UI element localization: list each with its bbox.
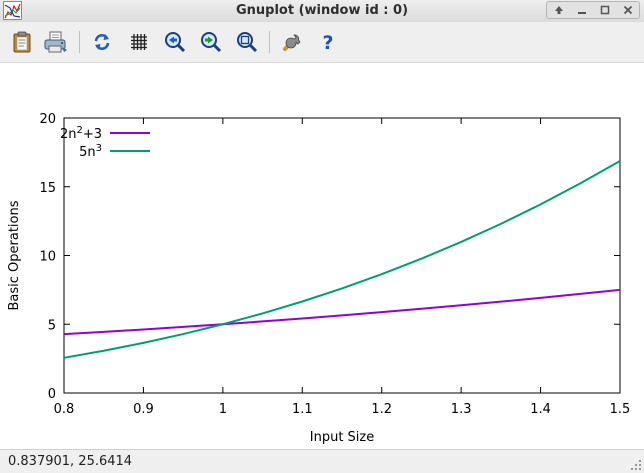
x-tick-label: 1.1: [292, 402, 313, 417]
window-controls: [546, 1, 640, 19]
y-tick-label: 20: [39, 112, 56, 127]
svg-text:?: ?: [322, 32, 333, 52]
line-chart[interactable]: 0.8 0.9 1 1.1 1.2 1.3 1.4 1.5 0 5 10 15 20 Input Size…: [0, 63, 644, 448]
gnuplot-app-icon[interactable]: [3, 1, 22, 20]
options-wrench-icon[interactable]: [279, 29, 305, 55]
up-arrow-icon[interactable]: [550, 3, 568, 17]
toolbar-separator: [79, 31, 80, 53]
cursor-coordinates: 0.837901, 25.6414: [8, 454, 133, 469]
toolbar-separator: [269, 31, 270, 53]
toolbar: ?: [0, 22, 644, 63]
x-tick-label: 1.2: [371, 402, 392, 417]
x-tick-label: 1.3: [451, 402, 472, 417]
status-bar: 0.837901, 25.6414: [0, 449, 644, 473]
zoom-next-icon[interactable]: [198, 29, 224, 55]
close-icon[interactable]: [619, 3, 637, 17]
y-tick-label: 0: [48, 387, 56, 402]
clipboard-icon[interactable]: [9, 29, 35, 55]
window-title: Gnuplot (window id : 0): [235, 3, 409, 18]
y-tick-label: 10: [39, 250, 56, 265]
x-tick-label: 1: [219, 402, 227, 417]
series-line-1: [63, 288, 621, 336]
x-tick-label: 1.5: [610, 402, 631, 417]
y-axis-label: Basic Operations: [7, 200, 22, 310]
unzoom-icon[interactable]: [234, 29, 260, 55]
x-tick-label: 0.8: [54, 402, 75, 417]
zoom-previous-icon[interactable]: [162, 29, 188, 55]
y-tick-label: 15: [39, 181, 56, 196]
plot-border: [63, 117, 621, 394]
resize-grip-icon[interactable]: [630, 459, 642, 471]
help-icon[interactable]: ?: [315, 29, 341, 55]
legend-label-2: 5n3: [79, 143, 102, 160]
x-tick-label: 1.4: [530, 402, 551, 417]
minimize-icon[interactable]: [573, 3, 591, 17]
maximize-icon[interactable]: [596, 3, 614, 17]
replot-icon[interactable]: [89, 29, 115, 55]
x-axis-label: Input Size: [310, 430, 374, 445]
title-bar[interactable]: Gnuplot (window id : 0): [0, 0, 644, 23]
plot-canvas[interactable]: 0.8 0.9 1 1.1 1.2 1.3 1.4 1.5 0 5 10 15 20 Input Size…: [0, 63, 644, 448]
y-tick-label: 5: [48, 318, 56, 333]
x-tick-label: 0.9: [133, 402, 154, 417]
grid-icon[interactable]: [126, 29, 152, 55]
legend-label-1: 2n2+3: [60, 125, 102, 142]
series-line-2: [63, 160, 621, 359]
print-icon[interactable]: [43, 29, 69, 55]
